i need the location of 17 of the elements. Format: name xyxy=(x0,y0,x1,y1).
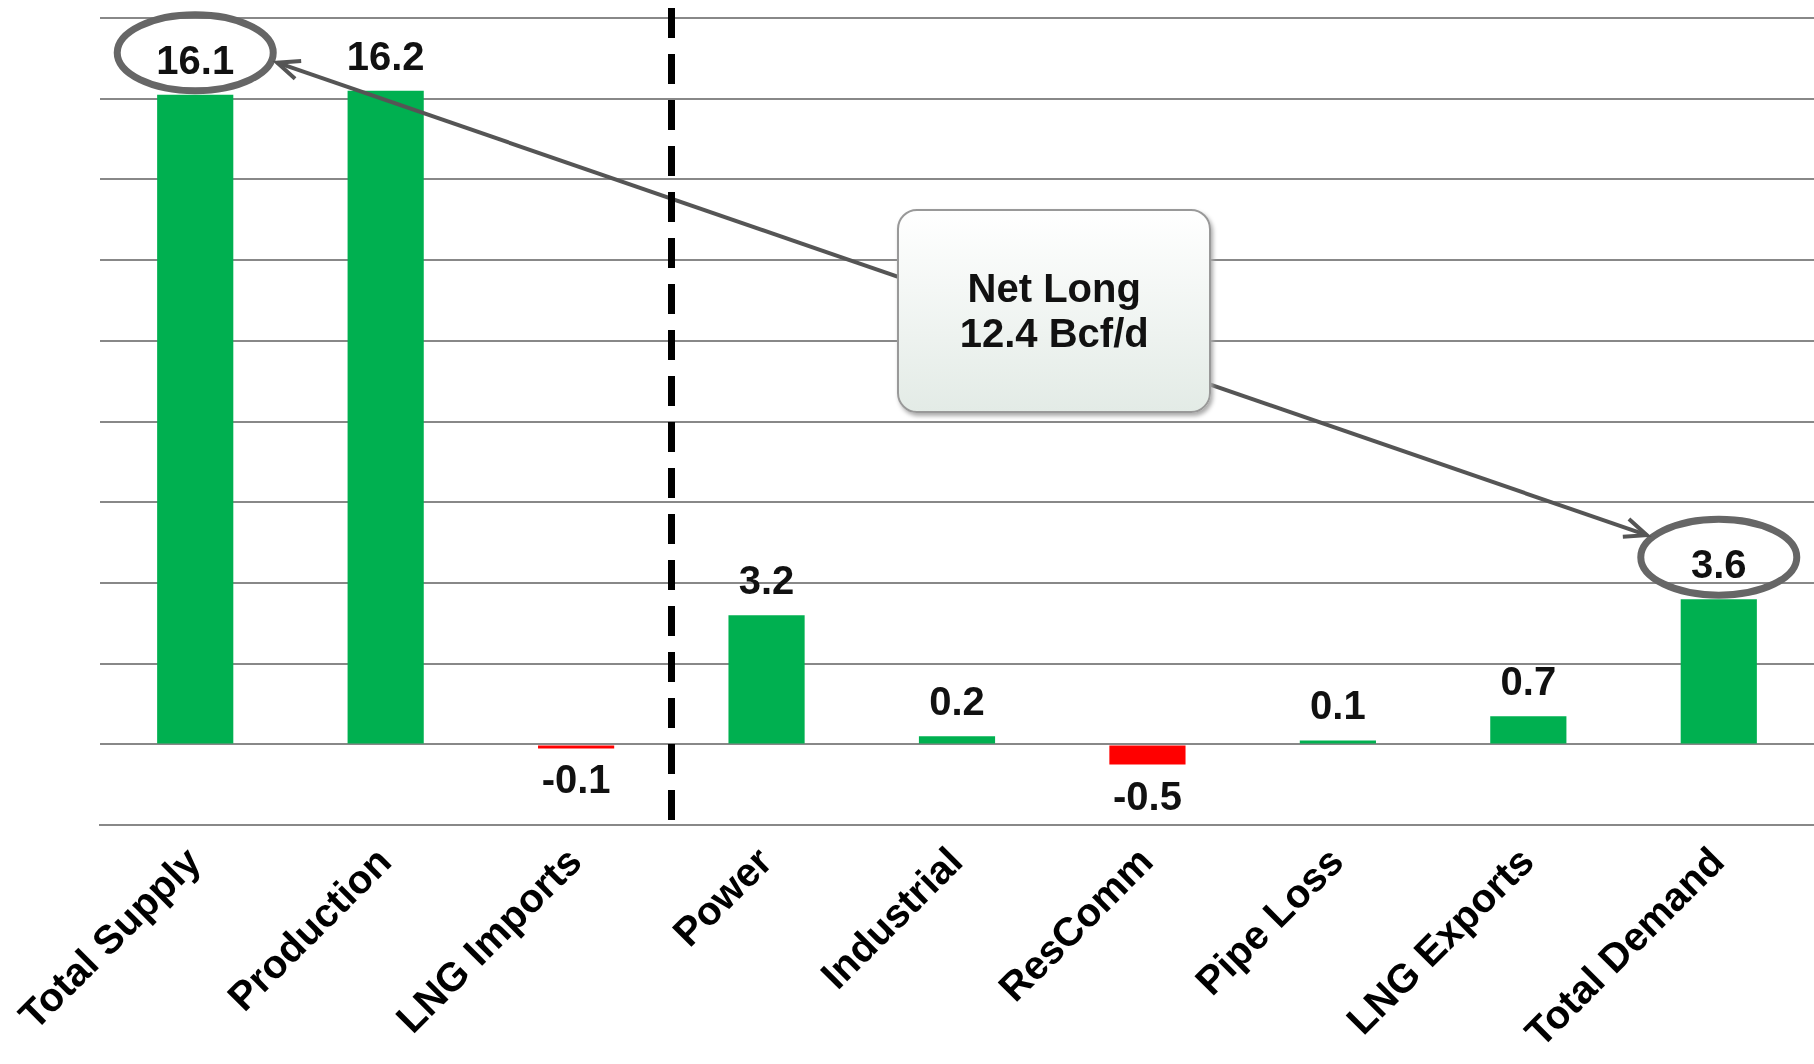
data-label: 3.6 xyxy=(1690,542,1747,587)
bar xyxy=(728,615,805,744)
bar xyxy=(1109,745,1186,765)
data-label: 0.1 xyxy=(1310,683,1366,728)
bar xyxy=(347,90,424,744)
data-label: 0.2 xyxy=(929,679,985,724)
callout-box: Net Long 12.4 Bcf/d xyxy=(897,208,1212,413)
bar xyxy=(1299,740,1376,744)
data-label: 0.7 xyxy=(1500,659,1557,704)
data-label: 3.2 xyxy=(738,558,795,603)
bar xyxy=(918,736,996,744)
bar xyxy=(538,745,615,749)
data-label: 16.2 xyxy=(346,33,425,78)
data-label: -0.5 xyxy=(1112,773,1182,818)
data-label: -0.1 xyxy=(541,757,611,802)
bar xyxy=(1490,716,1567,744)
data-label: 16.1 xyxy=(156,37,235,82)
